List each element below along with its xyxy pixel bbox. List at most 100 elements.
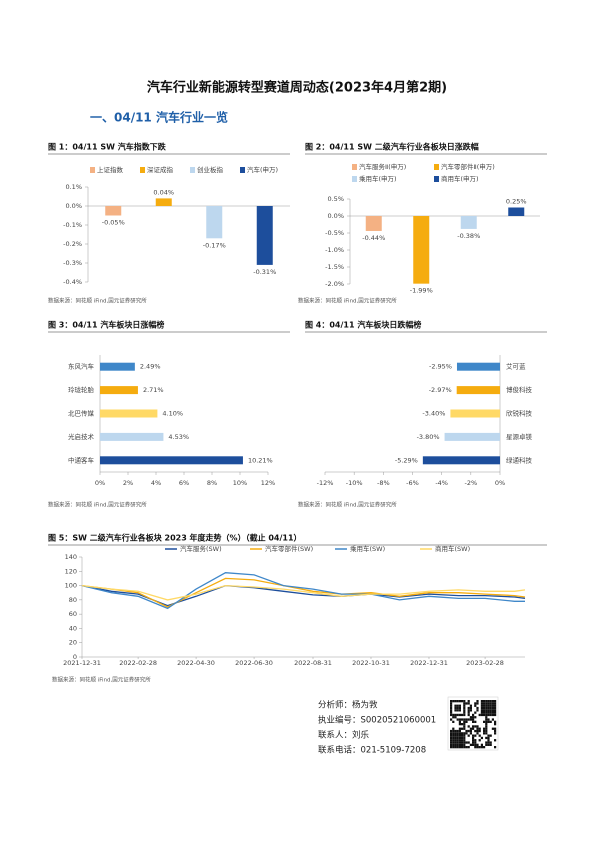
qr-cell — [480, 700, 483, 703]
qr-cell — [463, 746, 466, 749]
qr-cell — [463, 700, 466, 703]
qr-cell — [478, 746, 481, 749]
qr-cell — [489, 743, 492, 746]
qr-cell — [487, 713, 490, 717]
bar — [456, 362, 500, 371]
legend-label: 汽车零部件(SW) — [265, 544, 313, 553]
qr-cell — [491, 718, 494, 721]
qr-cell — [476, 732, 479, 735]
qr-cell — [458, 729, 461, 733]
qr-cell — [474, 743, 477, 746]
qr-cell — [463, 741, 466, 744]
qr-cell — [452, 734, 455, 737]
qr-cell — [469, 743, 472, 746]
x-tick-label: -4% — [435, 479, 448, 487]
qr-cell — [483, 711, 486, 714]
qr-cell — [491, 727, 494, 730]
qr-cell — [476, 727, 479, 730]
qr-cell — [476, 729, 479, 733]
qr-cell — [450, 743, 453, 746]
bar — [508, 207, 525, 216]
y-tick-label: 120 — [65, 567, 77, 575]
qr-cell — [485, 713, 488, 717]
qr-cell — [472, 741, 475, 744]
qr-cell — [485, 743, 488, 746]
contact-person: 联系人：刘乐 — [318, 730, 370, 741]
qr-cell — [483, 704, 486, 707]
qr-cell — [463, 706, 466, 710]
qr-cell — [480, 711, 483, 714]
qr-cell — [491, 713, 494, 717]
x-tick-label: 10% — [233, 479, 247, 487]
qr-cell — [463, 720, 466, 723]
qr-cell — [452, 700, 455, 703]
qr-cell — [461, 732, 464, 735]
y-tick-label: 0.0% — [327, 212, 344, 220]
qr-cell — [494, 739, 497, 742]
qr-cell — [480, 704, 483, 707]
qr-cell — [485, 741, 488, 744]
bar — [206, 206, 223, 239]
qr-cell — [472, 716, 475, 719]
qr-cell — [485, 704, 488, 707]
qr-cell — [458, 709, 461, 712]
x-tick-label: 2022-06-30 — [235, 659, 273, 667]
legend-swatch — [352, 164, 357, 170]
qr-cell — [450, 746, 453, 749]
qr-cell — [461, 700, 464, 703]
y-tick-label: 60 — [69, 610, 77, 618]
qr-cell — [454, 729, 457, 733]
qr-cell — [458, 704, 461, 707]
qr-cell — [483, 713, 486, 717]
bar — [100, 409, 158, 418]
qr-cell — [489, 704, 492, 707]
legend-swatch — [90, 167, 95, 173]
qr-cell — [456, 729, 459, 733]
qr-cell — [480, 746, 483, 749]
qr-cell — [487, 711, 490, 714]
qr-cell — [458, 734, 461, 737]
qr-cell — [474, 720, 477, 723]
qr-cell — [469, 706, 472, 710]
qr-cell — [454, 743, 457, 746]
qr-cell — [478, 734, 481, 737]
qr-cell — [469, 729, 472, 733]
qr-code — [447, 696, 499, 751]
qr-cell — [450, 704, 453, 707]
qr-cell — [454, 709, 457, 712]
qr-cell — [461, 739, 464, 742]
qr-cell — [469, 727, 472, 730]
qr-cell — [461, 713, 464, 717]
qr-cell — [474, 734, 477, 737]
category-label: 光启技术 — [68, 432, 95, 441]
qr-cell — [489, 711, 492, 714]
qr-cell — [489, 706, 492, 710]
qr-cell — [465, 720, 468, 723]
qr-cell — [474, 729, 477, 733]
qr-cell — [456, 732, 459, 735]
qr-cell — [456, 739, 459, 742]
qr-cell — [465, 741, 468, 744]
qr-cell — [458, 718, 461, 721]
qr-cell — [450, 729, 453, 733]
qr-cell — [461, 727, 464, 730]
qr-cell — [476, 700, 479, 703]
qr-cell — [485, 702, 488, 705]
figure-title: 图 2：04/11 SW 二级汽车行业各板块日涨跌幅 — [305, 142, 479, 152]
legend-swatch — [352, 176, 357, 182]
legend-label: 创业板指 — [197, 165, 224, 174]
bar — [100, 432, 164, 441]
qr-cell — [465, 732, 468, 735]
qr-cell — [469, 732, 472, 735]
qr-cell — [472, 713, 475, 717]
qr-cell — [467, 713, 470, 717]
value-label: 4.53% — [168, 433, 189, 441]
qr-cell — [494, 727, 497, 730]
qr-cell — [469, 704, 472, 707]
qr-cell — [463, 711, 466, 714]
qr-cell — [454, 734, 457, 737]
qr-cell — [469, 709, 472, 712]
x-tick-label: -12% — [317, 479, 334, 487]
qr-cell — [478, 713, 481, 717]
qr-cell — [461, 734, 464, 737]
